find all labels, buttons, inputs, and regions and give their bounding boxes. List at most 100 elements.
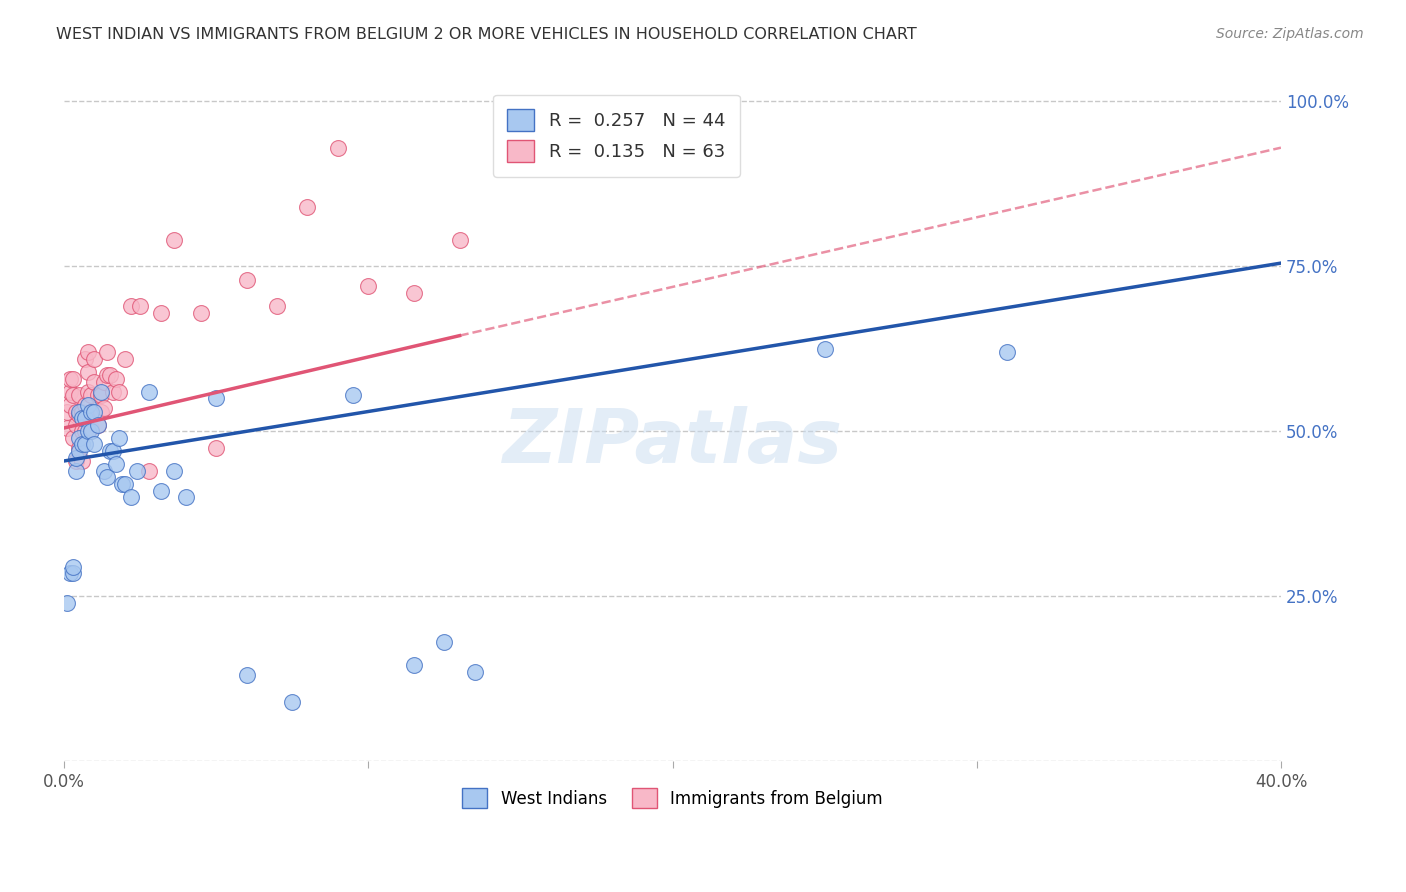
Point [129,299,152,313]
Point [93,375,115,389]
Point [65,417,87,432]
Point [80,425,103,439]
Point [402,285,425,300]
Point [80,404,103,418]
Point [150,483,173,498]
Point [65,464,87,478]
Point [59,384,82,399]
Point [138,384,160,399]
Point [205,441,228,455]
Point [162,233,184,247]
Point [98,368,121,383]
Point [402,658,425,673]
Point [65,450,87,465]
Point [67,404,90,418]
Point [77,384,100,399]
Point [96,470,118,484]
Point [96,345,118,359]
Point [98,444,121,458]
Point [86,417,108,432]
Point [108,431,131,445]
Point [59,566,82,580]
Point [174,490,197,504]
Point [77,425,100,439]
Point [59,398,82,412]
Point [67,388,90,402]
Point [101,384,124,399]
Point [62,566,84,580]
Point [80,404,103,418]
Point [77,365,100,379]
Point [80,421,103,435]
Text: WEST INDIAN VS IMMIGRANTS FROM BELGIUM 2 OR MORE VEHICLES IN HOUSEHOLD CORRELATI: WEST INDIAN VS IMMIGRANTS FROM BELGIUM 2… [56,27,917,42]
Point [357,279,380,293]
Point [62,388,84,402]
Point [75,437,97,451]
Point [90,384,112,399]
Point [67,408,90,422]
Point [75,425,97,439]
Point [83,404,105,418]
Point [83,351,105,366]
Point [72,425,94,439]
Point [464,665,486,679]
Point [326,141,349,155]
Point [72,404,94,418]
Point [62,559,84,574]
Point [104,457,127,471]
Point [86,417,108,432]
Point [162,464,184,478]
Point [93,464,115,478]
Point [96,368,118,383]
Point [80,388,103,402]
Point [72,437,94,451]
Point [72,411,94,425]
Point [266,299,288,313]
Point [120,299,142,313]
Point [56,421,79,435]
Point [62,371,84,385]
Point [114,477,136,491]
Point [72,454,94,468]
Point [67,431,90,445]
Point [433,635,456,649]
Point [86,388,108,402]
Point [56,596,79,610]
Point [93,401,115,416]
Point [75,411,97,425]
Point [83,375,105,389]
Point [67,441,90,455]
Point [125,464,148,478]
Point [995,345,1018,359]
Point [235,272,257,286]
Point [205,392,228,406]
Point [65,404,87,418]
Point [101,444,124,458]
Point [65,454,87,468]
Point [77,398,100,412]
Point [67,444,90,458]
Point [281,695,304,709]
Point [150,305,173,319]
Point [814,342,837,356]
Legend: West Indians, Immigrants from Belgium: West Indians, Immigrants from Belgium [456,781,890,815]
Point [75,398,97,412]
Point [56,404,79,418]
Point [90,404,112,418]
Point [104,371,127,385]
Text: Source: ZipAtlas.com: Source: ZipAtlas.com [1216,27,1364,41]
Point [235,668,257,682]
Point [111,477,134,491]
Point [342,388,364,402]
Point [77,345,100,359]
Point [90,388,112,402]
Point [75,351,97,366]
Point [59,371,82,385]
Point [114,351,136,366]
Point [108,384,131,399]
Point [297,200,319,214]
Point [120,490,142,504]
Point [449,233,471,247]
Point [138,464,160,478]
Point [62,431,84,445]
